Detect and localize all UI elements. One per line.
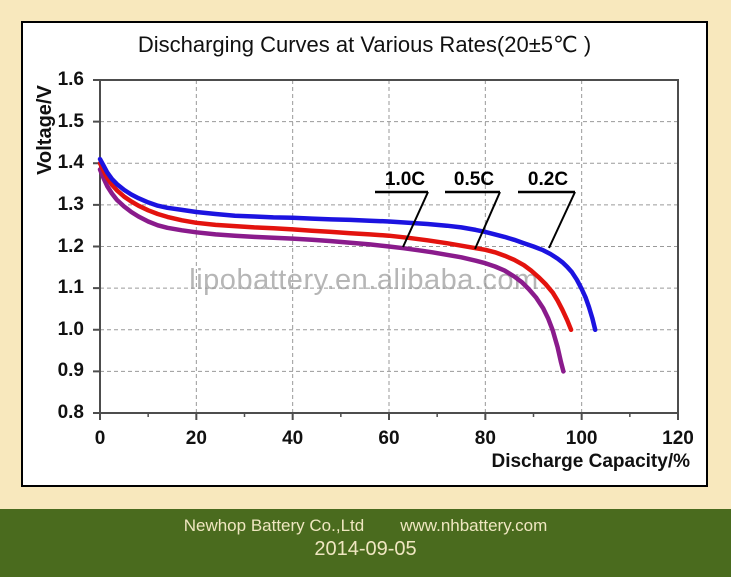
x-tick-label-40: 40 — [282, 428, 304, 449]
watermark-text: lipobattery.en.alibaba.com — [189, 264, 539, 296]
y-tick-label-0.8: 0.8 — [57, 402, 84, 423]
legend-label-0.2C: 0.2C — [527, 169, 569, 190]
legend-label-1.0C: 1.0C — [384, 169, 426, 190]
y-tick-label-1.1: 1.1 — [57, 277, 84, 299]
chart-title: Discharging Curves at Various Rates(20±5… — [137, 32, 592, 57]
y-tick-label-1.0: 1.0 — [57, 318, 84, 340]
y-tick-label-0.9: 0.9 — [57, 360, 84, 382]
footer-date: 2014-09-05 — [314, 538, 417, 560]
y-tick-label-1.2: 1.2 — [57, 235, 84, 257]
legend-label-0.5C: 0.5C — [453, 169, 495, 190]
x-tick-label-60: 60 — [378, 428, 400, 449]
footer-bar: Newhop Battery Co.,Ltd www.nhbattery.com… — [0, 509, 731, 577]
footer-website: www.nhbattery.com — [400, 516, 548, 535]
x-tick-label-0: 0 — [94, 428, 106, 449]
x-tick-label-120: 120 — [662, 428, 694, 449]
x-tick-label-80: 80 — [474, 428, 496, 449]
x-axis-label: Discharge Capacity/% — [491, 451, 690, 472]
footer-company: Newhop Battery Co.,Ltd — [183, 516, 365, 535]
x-tick-label-20: 20 — [185, 428, 207, 449]
y-tick-label-1.6: 1.6 — [57, 69, 84, 90]
chart-panel: Discharging Curves at Various Rates(20±5… — [21, 21, 708, 487]
y-tick-label-1.3: 1.3 — [57, 193, 84, 215]
y-tick-label-1.5: 1.5 — [57, 110, 84, 132]
y-tick-label-1.4: 1.4 — [57, 152, 84, 174]
x-tick-label-100: 100 — [565, 428, 598, 449]
